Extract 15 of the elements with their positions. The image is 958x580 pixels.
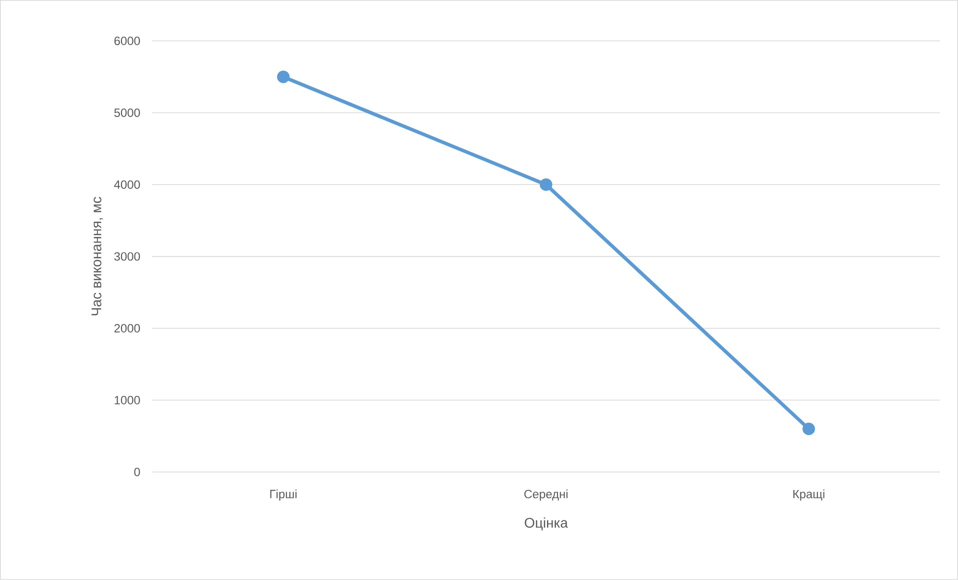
point: [277, 70, 290, 84]
x-tick-label: Кращі: [793, 490, 824, 501]
y-tick-label: 6000: [114, 36, 140, 46]
point: [540, 178, 552, 191]
y-tick-label: 0: [134, 468, 140, 476]
y-axis-title: Час виконання, мс: [92, 196, 103, 316]
y-tick-label: 4000: [114, 180, 140, 189]
y-tick-label: 1000: [114, 396, 140, 404]
point: [802, 422, 815, 436]
y-tick-label: 3000: [114, 252, 140, 261]
x-tick-label: Середні: [524, 490, 568, 501]
x-axis-title: Оцінка: [524, 518, 568, 530]
x-tick-label: Гірші: [270, 490, 297, 501]
y-tick-label: 5000: [114, 108, 140, 118]
y-tick-label: 2000: [114, 324, 140, 333]
